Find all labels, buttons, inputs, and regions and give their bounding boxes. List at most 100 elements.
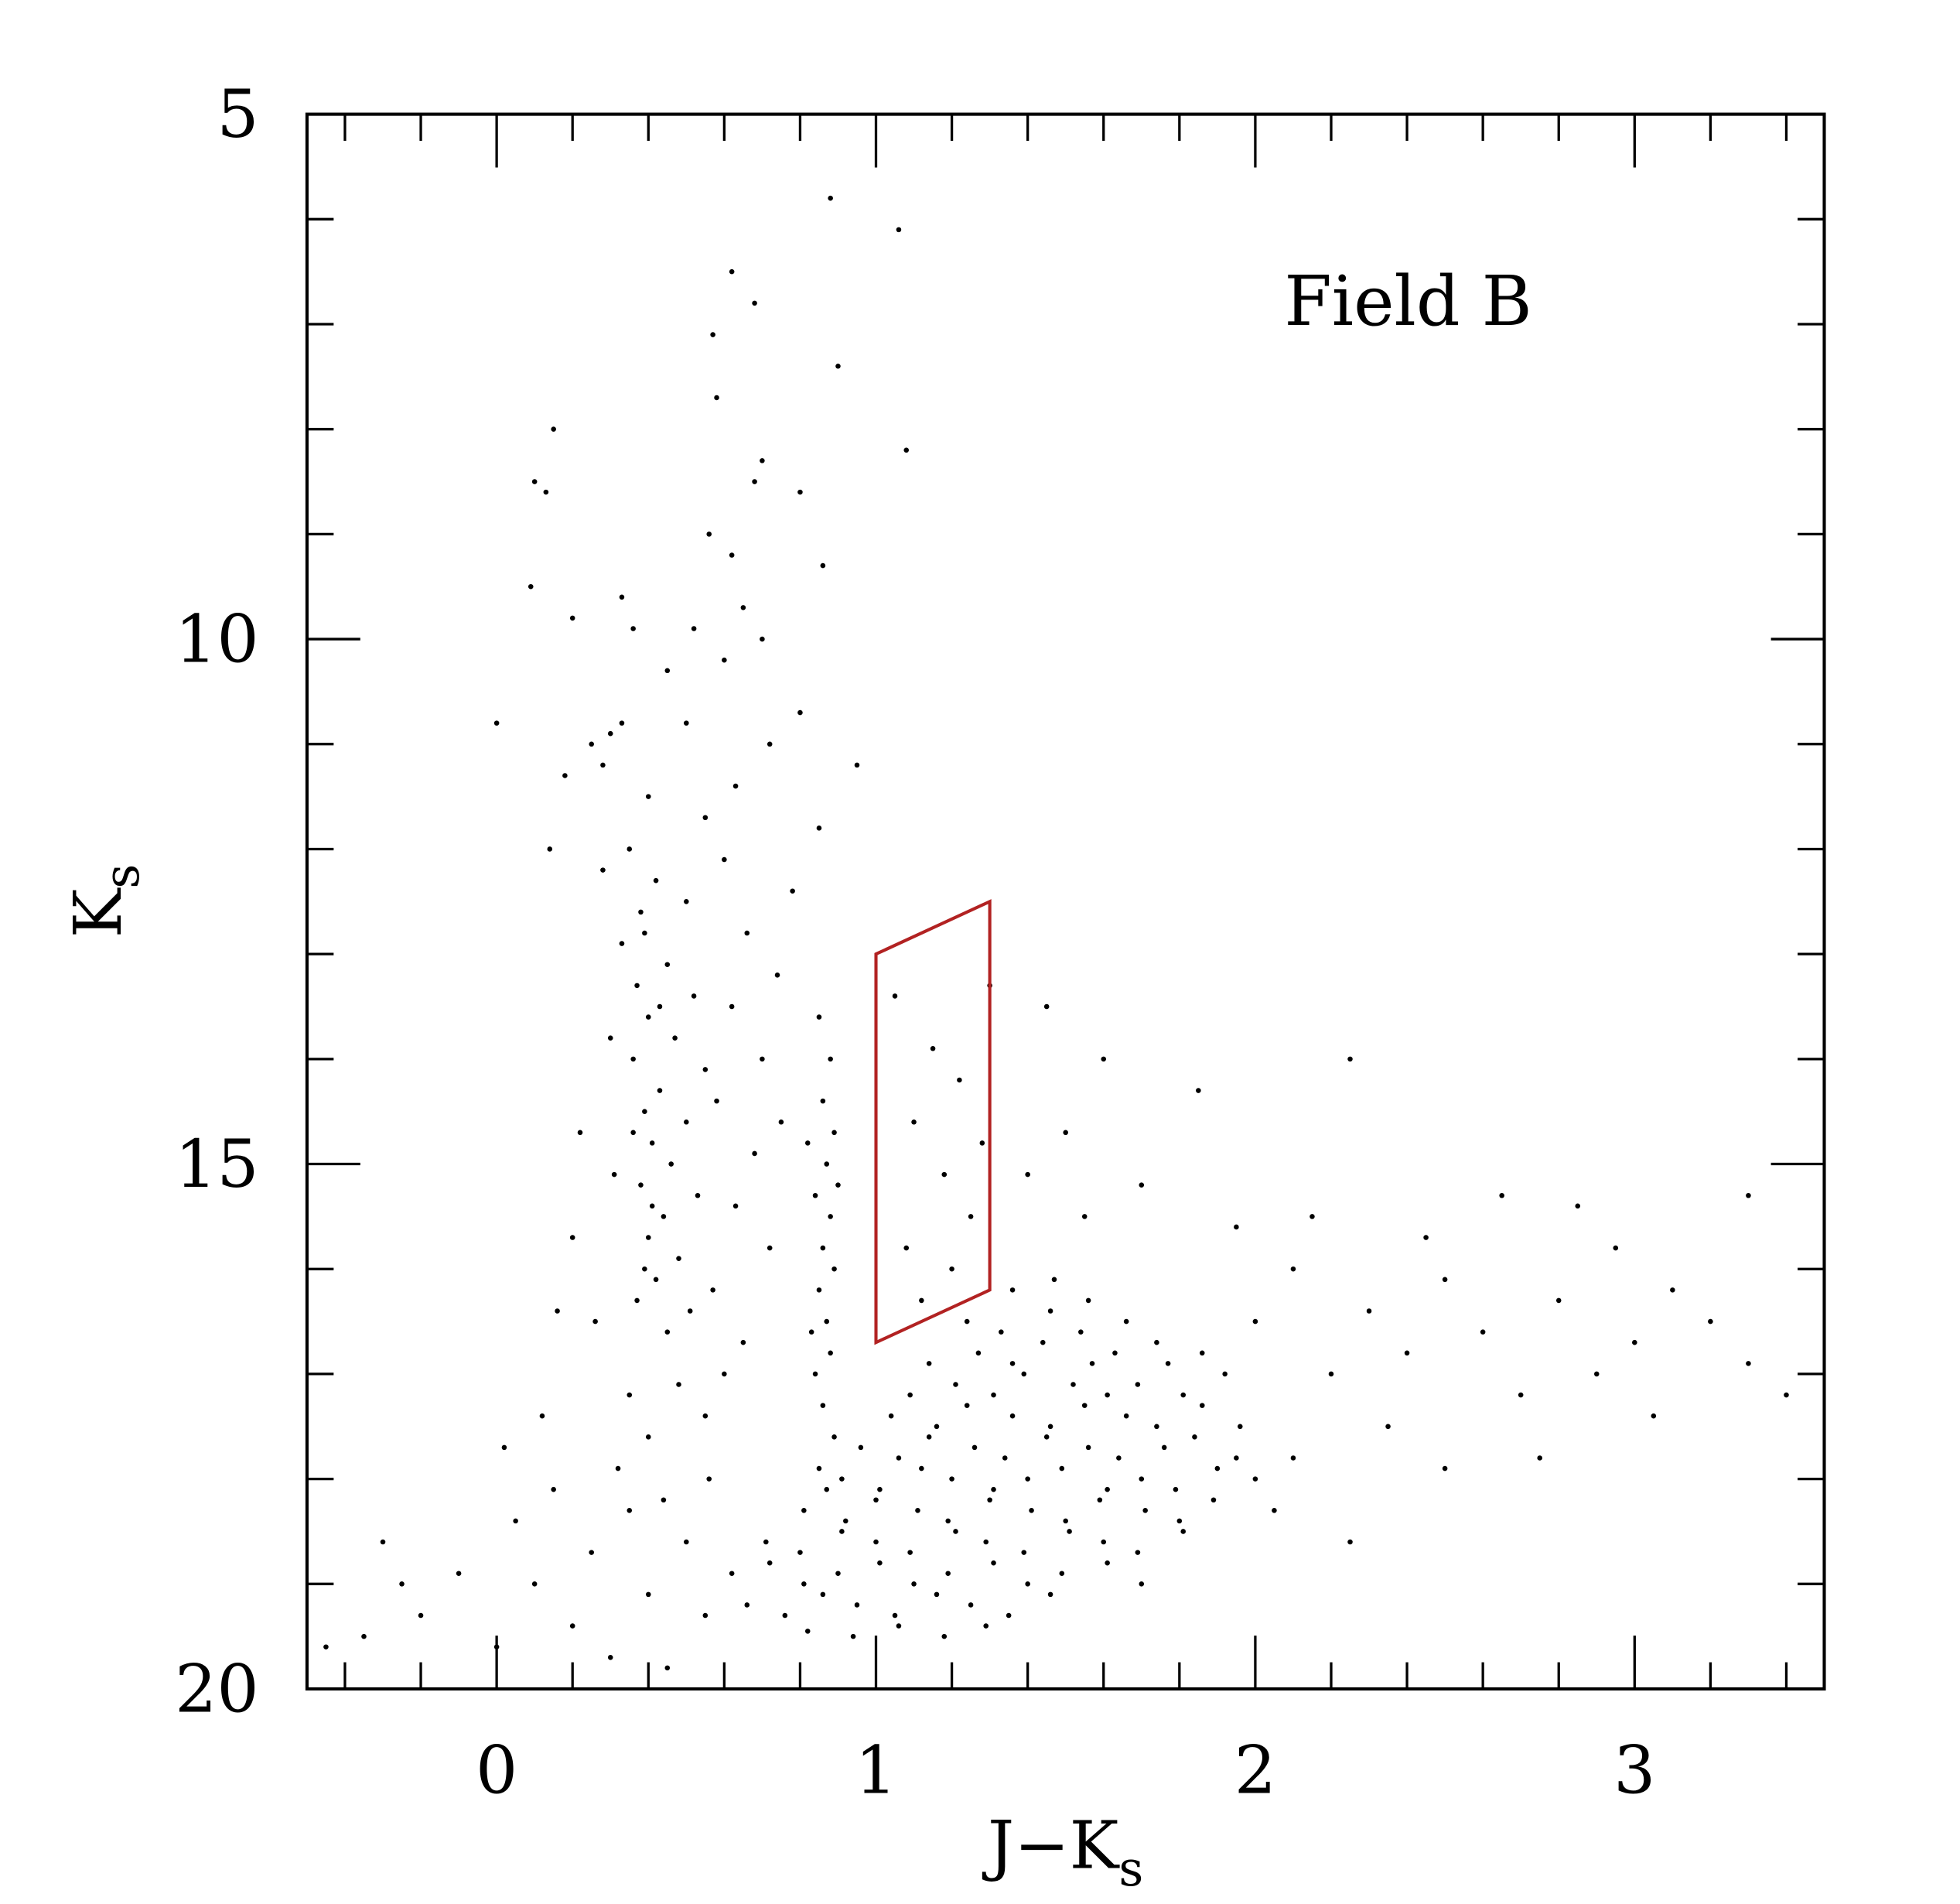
star-point bbox=[816, 1014, 822, 1020]
star-point bbox=[1123, 1413, 1129, 1419]
star-point bbox=[926, 1434, 932, 1440]
star-point bbox=[1154, 1424, 1159, 1430]
star-point bbox=[1252, 1318, 1258, 1325]
star-point bbox=[824, 1318, 830, 1325]
star-point bbox=[684, 1119, 689, 1125]
star-point bbox=[1199, 1403, 1205, 1408]
x-tick-label: 0 bbox=[476, 1732, 517, 1809]
star-point bbox=[493, 1644, 500, 1650]
star-point bbox=[999, 1329, 1004, 1335]
star-point bbox=[1078, 1329, 1084, 1335]
star-point bbox=[767, 741, 773, 747]
star-point bbox=[589, 1550, 594, 1555]
star-point bbox=[919, 1465, 924, 1472]
star-point bbox=[664, 1665, 671, 1671]
selection-box bbox=[874, 899, 992, 1345]
star-point bbox=[547, 846, 553, 852]
star-point bbox=[1746, 1192, 1751, 1198]
star-point bbox=[361, 1633, 367, 1639]
star-point bbox=[828, 1056, 833, 1062]
star-point bbox=[1059, 1465, 1065, 1472]
star-point bbox=[930, 1045, 936, 1051]
star-point bbox=[797, 1550, 803, 1555]
star-point bbox=[808, 1329, 814, 1335]
star-point bbox=[645, 1591, 651, 1598]
star-point bbox=[1222, 1371, 1228, 1377]
star-point bbox=[934, 1591, 940, 1598]
star-point bbox=[964, 1403, 970, 1408]
star-point bbox=[607, 1035, 613, 1041]
star-point bbox=[1135, 1382, 1141, 1387]
star-point bbox=[619, 720, 625, 726]
star-point bbox=[702, 1413, 709, 1419]
star-point bbox=[1105, 1486, 1110, 1492]
star-point bbox=[831, 1434, 837, 1440]
star-point bbox=[1085, 1297, 1091, 1304]
star-point bbox=[577, 1130, 583, 1136]
star-point bbox=[1192, 1434, 1197, 1440]
star-point bbox=[1101, 1539, 1107, 1545]
star-point bbox=[740, 1339, 746, 1345]
star-point bbox=[1670, 1287, 1675, 1293]
star-point bbox=[975, 1350, 982, 1356]
star-point bbox=[600, 867, 606, 873]
star-point bbox=[684, 720, 689, 726]
star-point bbox=[1537, 1455, 1542, 1461]
star-point bbox=[1105, 1392, 1110, 1398]
star-point bbox=[945, 1571, 951, 1577]
star-point bbox=[941, 1633, 948, 1639]
star-point bbox=[661, 1497, 667, 1503]
star-point bbox=[979, 1140, 985, 1146]
star-point bbox=[661, 1214, 667, 1219]
plot-frame bbox=[305, 112, 1826, 1691]
star-point bbox=[493, 720, 500, 726]
star-point bbox=[820, 1098, 826, 1104]
star-point bbox=[710, 1287, 715, 1293]
star-point bbox=[687, 1308, 693, 1314]
y-axis-label-sub: s bbox=[94, 864, 150, 889]
star-point bbox=[638, 909, 644, 915]
star-point bbox=[1173, 1486, 1179, 1492]
star-point bbox=[949, 1476, 954, 1482]
star-point bbox=[877, 1486, 883, 1492]
star-point bbox=[1029, 1508, 1034, 1513]
star-point bbox=[729, 268, 735, 275]
star-point bbox=[592, 1318, 598, 1325]
star-point bbox=[642, 1266, 647, 1272]
x-axis-label-main: J−K bbox=[982, 1807, 1120, 1884]
star-point bbox=[528, 583, 534, 590]
star-point bbox=[456, 1571, 462, 1577]
star-point bbox=[903, 447, 910, 453]
star-point bbox=[991, 1392, 996, 1398]
star-point bbox=[684, 899, 689, 904]
star-point bbox=[1135, 1550, 1141, 1555]
star-point bbox=[1009, 1287, 1016, 1293]
star-point bbox=[760, 636, 765, 642]
star-point bbox=[630, 1130, 636, 1136]
star-point bbox=[691, 626, 697, 631]
star-point bbox=[1480, 1329, 1486, 1335]
star-point bbox=[831, 1266, 837, 1272]
star-point bbox=[1518, 1392, 1524, 1398]
star-point bbox=[1025, 1476, 1030, 1482]
star-point bbox=[1290, 1455, 1296, 1461]
star-point bbox=[1081, 1214, 1088, 1219]
star-point bbox=[569, 615, 575, 621]
star-point bbox=[941, 1171, 948, 1178]
star-point bbox=[676, 1256, 681, 1261]
star-point bbox=[710, 332, 715, 337]
star-point bbox=[1708, 1318, 1713, 1325]
star-point bbox=[649, 1203, 655, 1209]
star-point bbox=[1593, 1371, 1600, 1377]
star-point bbox=[1059, 1571, 1065, 1577]
star-point bbox=[1009, 1361, 1016, 1366]
star-point bbox=[562, 773, 568, 778]
star-point bbox=[1214, 1465, 1221, 1472]
star-point bbox=[1613, 1245, 1619, 1251]
star-point bbox=[634, 983, 640, 989]
star-point bbox=[790, 888, 795, 894]
star-point bbox=[672, 1035, 678, 1041]
star-point bbox=[543, 489, 549, 495]
star-point bbox=[804, 1140, 811, 1146]
